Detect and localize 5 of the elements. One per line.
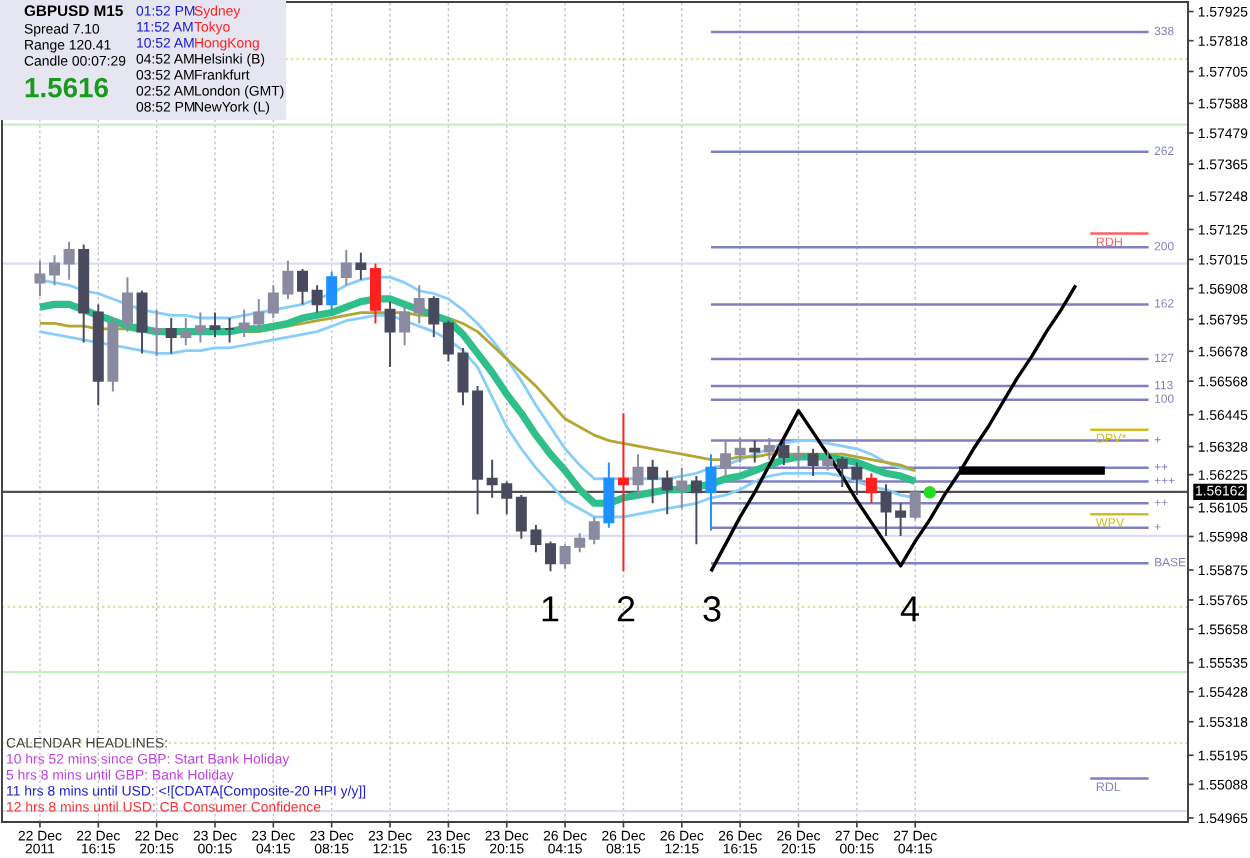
annotation: 1 [542,596,559,622]
annotation: 2 [617,596,635,622]
annotation: 4 [900,596,919,622]
annotation: 3 [703,596,721,622]
annotation: 1.5616 [25,77,108,98]
